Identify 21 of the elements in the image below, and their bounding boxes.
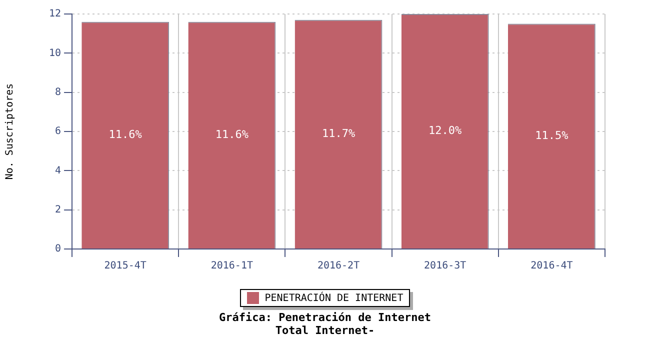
y-tick-label: 2 xyxy=(55,204,62,216)
data-label: 11.6% xyxy=(215,128,249,142)
y-tick-label: 10 xyxy=(48,48,62,59)
text: Total Internet- xyxy=(274,324,376,337)
y-tick-label: 12 xyxy=(48,8,62,20)
x-tick-label: 2015-4T xyxy=(104,260,146,272)
y-tick-label: 4 xyxy=(55,165,62,176)
x-tick-label: 2016-2T xyxy=(317,260,360,272)
data-label: 12.0% xyxy=(428,124,462,138)
legend-label: PENETRACIÓN DE INTERNET xyxy=(264,292,404,304)
y-tick-label: 6 xyxy=(55,126,62,138)
data-label: 11.7% xyxy=(322,127,356,140)
x-tick-label: 2016-1T xyxy=(210,260,254,272)
data-label: 11.6% xyxy=(108,128,142,142)
x-tick-label: 2016-4T xyxy=(530,260,573,272)
y-axis-title: No. Suscriptores xyxy=(4,83,16,180)
x-tick-label: 2016-3T xyxy=(424,260,466,272)
y-tick-label: 0 xyxy=(55,244,62,255)
y-tick-label: 8 xyxy=(55,86,62,98)
data-label: 11.5% xyxy=(535,129,569,142)
text: Gráfica: Penetración de Internet xyxy=(218,311,432,324)
